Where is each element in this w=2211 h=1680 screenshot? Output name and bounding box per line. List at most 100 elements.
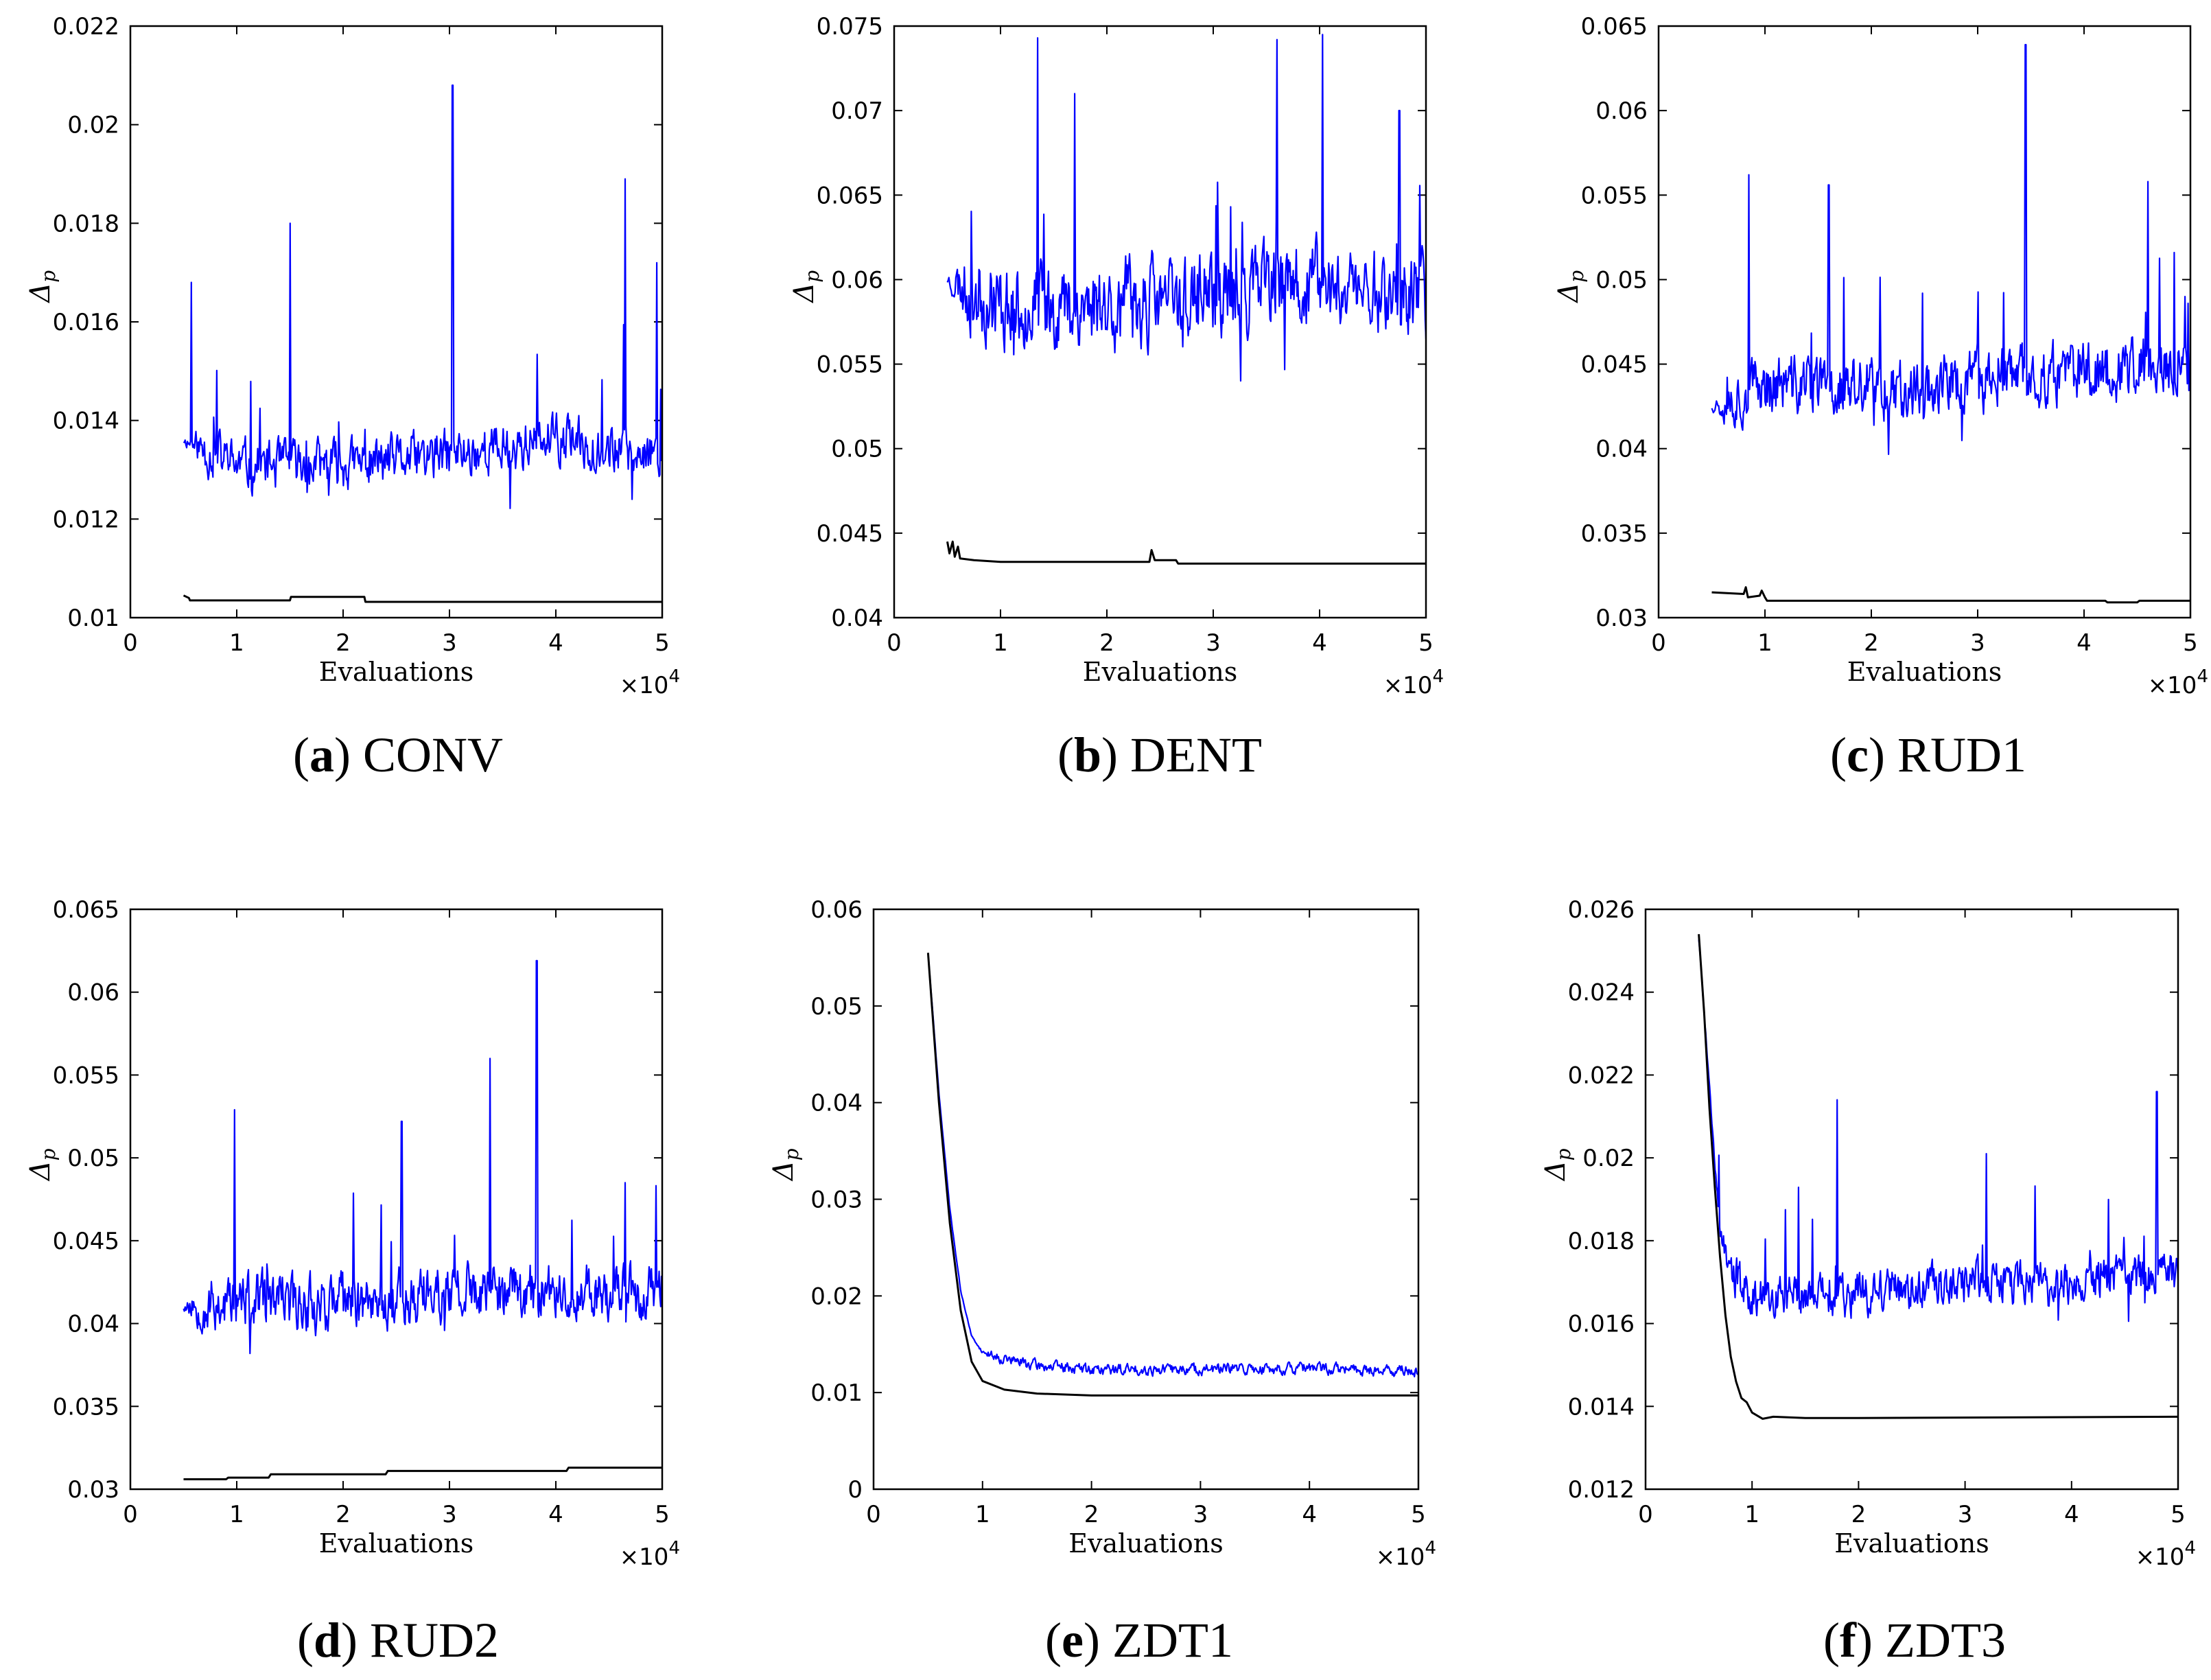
x-tick-label: 3 (442, 1501, 457, 1528)
x-axis-label: Evaluations (1847, 657, 2002, 687)
caption-d: (d) RUD2 (296, 1612, 500, 1668)
y-tick-label: 0.05 (810, 993, 863, 1020)
y-tick-label: 0.055 (817, 351, 883, 379)
plot-frame (872, 908, 1420, 1491)
y-axis-label-subscript: p (1565, 270, 1588, 283)
x-multiplier-exponent: 4 (1425, 1538, 1436, 1559)
y-axis-label: Δp (768, 1148, 803, 1182)
x-tick-label: 4 (2077, 629, 2092, 657)
y-tick-label: 0.03 (1595, 605, 1648, 632)
y-axis-label: Δp (788, 270, 823, 304)
x-tick-label: 3 (1206, 629, 1221, 657)
y-tick-label: 0.06 (831, 266, 883, 294)
y-tick-label: 0.018 (1568, 1228, 1635, 1255)
chart-panel-a: 0 1 2 3 4 5 0.01 0.012 0.014 0.016 0.018 0.02 0.022 E… (25, 13, 680, 699)
y-tick-label: 0.018 (53, 210, 119, 237)
series-line-blue (1711, 43, 2190, 456)
y-tick-label: 0.05 (831, 436, 883, 463)
y-tick-label: 0.04 (1595, 436, 1648, 463)
x-axis-label: Evaluations (319, 1528, 473, 1559)
y-axis-label: Δp (25, 1148, 60, 1182)
x-tick-label: 1 (993, 629, 1008, 657)
series-line-black (926, 953, 1418, 1397)
y-tick-label: 0.035 (53, 1393, 119, 1421)
y-tick-label: 0.07 (831, 97, 883, 125)
x-tick-label: 5 (2171, 1501, 2186, 1528)
plot-frame (893, 25, 1427, 619)
x-multiplier-label: ×104 (620, 666, 680, 699)
y-tick-label: 0.01 (810, 1379, 863, 1407)
y-tick-label: 0.02 (810, 1283, 863, 1310)
series-line-black (1698, 934, 2178, 1420)
y-tick-label: 0.06 (1595, 97, 1648, 125)
y-tick-label: 0.024 (1568, 979, 1635, 1007)
x-tick-label: 5 (655, 629, 670, 657)
series-line-blue (1698, 940, 2178, 1322)
chart-panel-b: 0 1 2 3 4 5 0.04 0.045 0.05 0.055 0.06 0.065 0.07 0.0… (788, 13, 1444, 699)
x-tick-label: 1 (1744, 1501, 1759, 1528)
series-line-blue (946, 34, 1426, 382)
x-tick-label: 0 (123, 629, 138, 657)
series-line-blue (183, 84, 662, 509)
y-axis-label-subscript: p (37, 1148, 60, 1160)
chart-panel-f: 0 1 2 3 4 5 0.012 0.014 0.016 0.018 0.02 0.022 0.024… (1540, 896, 2196, 1571)
x-tick-label: 2 (336, 629, 351, 657)
x-tick-label: 4 (1302, 1501, 1317, 1528)
y-tick-label: 0.075 (817, 13, 883, 40)
x-axis-label: Evaluations (1068, 1528, 1223, 1559)
x-axis-label: Evaluations (319, 657, 473, 687)
x-tick-label: 5 (2183, 629, 2198, 657)
caption-e: (e) ZDT1 (1045, 1612, 1233, 1668)
series-line-black (1711, 586, 2190, 604)
x-tick-label: 5 (1411, 1501, 1426, 1528)
y-tick-label: 0.04 (831, 605, 883, 632)
caption-a: (a) CONV (293, 727, 503, 782)
x-tick-label: 5 (655, 1501, 670, 1528)
x-tick-label: 0 (1638, 1501, 1653, 1528)
y-tick-label: 0.065 (1581, 13, 1648, 40)
y-tick-label: 0.014 (1568, 1393, 1635, 1421)
y-axis-label-subscript: p (801, 270, 823, 283)
y-tick-label: 0.026 (1568, 896, 1635, 924)
y-tick-label: 0.04 (810, 1090, 863, 1117)
x-multiplier-label: ×104 (1383, 666, 1444, 699)
x-multiplier-exponent: 4 (1432, 666, 1444, 687)
x-tick-label: 1 (1757, 629, 1773, 657)
y-tick-label: 0.05 (1595, 266, 1648, 294)
x-multiplier-exponent: 4 (2197, 666, 2208, 687)
y-tick-label: 0.035 (1581, 520, 1648, 548)
y-axis-label-subscript: p (1552, 1148, 1575, 1160)
chart-panel-d: 0 1 2 3 4 5 0.03 0.035 0.04 0.045 0.05 0.055 0.06 0.0… (25, 896, 680, 1571)
series-line-black (183, 594, 662, 603)
x-tick-label: 4 (2064, 1501, 2079, 1528)
plot-frame (129, 908, 664, 1491)
plot-frame (129, 25, 664, 619)
y-tick-label: 0.05 (67, 1145, 119, 1172)
y-axis-label: Δp (25, 270, 60, 304)
y-tick-label: 0.06 (810, 896, 863, 924)
x-tick-label: 1 (229, 1501, 244, 1528)
y-tick-label: 0.016 (1568, 1311, 1635, 1338)
x-tick-label: 0 (1651, 629, 1666, 657)
y-tick-label: 0.022 (1568, 1062, 1635, 1089)
chart-panel-c: 0 1 2 3 4 5 0.03 0.035 0.04 0.045 0.05 0.055 0.06 0.0… (1553, 13, 2208, 699)
x-tick-label: 4 (548, 629, 563, 657)
y-tick-label: 0.06 (67, 979, 119, 1007)
x-multiplier-exponent: 4 (668, 666, 680, 687)
x-tick-label: 1 (229, 629, 244, 657)
y-tick-label: 0.045 (53, 1228, 119, 1255)
y-axis-label: Δp (1540, 1148, 1575, 1182)
y-tick-label: 0.02 (67, 112, 119, 139)
x-tick-label: 2 (1864, 629, 1879, 657)
y-tick-label: 0.01 (67, 605, 119, 632)
series-line-blue (183, 959, 662, 1355)
x-multiplier-label: ×104 (620, 1538, 680, 1571)
x-axis-label: Evaluations (1083, 657, 1237, 687)
series-line-black (183, 1467, 662, 1480)
caption-c: (c) RUD1 (1830, 727, 2026, 782)
x-tick-label: 3 (1193, 1501, 1208, 1528)
plot-frame (1644, 908, 2179, 1491)
y-tick-label: 0.014 (53, 408, 119, 435)
caption-b: (b) DENT (1057, 727, 1262, 782)
y-tick-label: 0.045 (817, 520, 883, 548)
